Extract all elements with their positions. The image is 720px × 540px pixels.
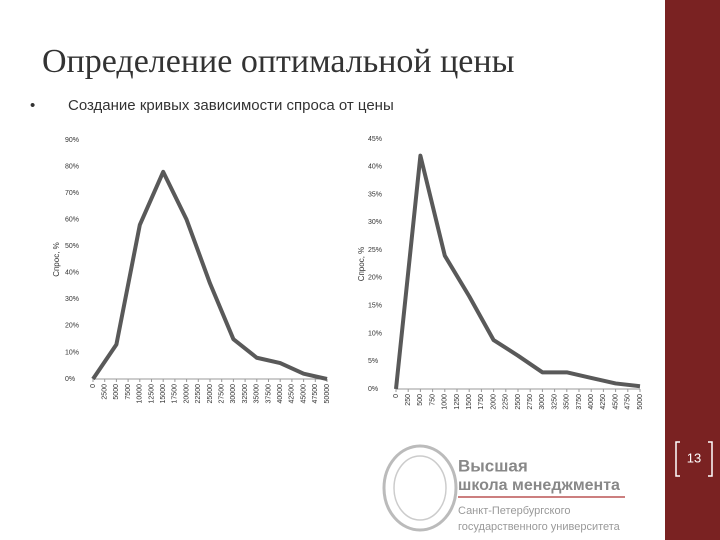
slide-title: Определение оптимальной цены bbox=[42, 43, 515, 80]
bullet-mark: • bbox=[30, 97, 35, 114]
logo-emblem-inner bbox=[393, 455, 447, 521]
x-tick-label: 0 bbox=[90, 384, 97, 388]
x-tick-label: 2750 bbox=[527, 394, 534, 410]
y-tick-label: 40% bbox=[368, 164, 382, 171]
x-tick-label: 250 bbox=[405, 394, 412, 406]
y-tick-label: 5% bbox=[368, 358, 378, 365]
y-tick-label: 15% bbox=[368, 303, 382, 310]
data-line bbox=[91, 169, 328, 381]
y-tick-label: 30% bbox=[65, 296, 79, 303]
logo-text: Санкт-Петербургского bbox=[458, 505, 570, 517]
x-tick-label: 10000 bbox=[137, 384, 144, 404]
side-bar bbox=[665, 0, 720, 540]
x-tick-label: 3250 bbox=[551, 394, 558, 410]
chart: Спрос, % 0% 5% 10% 15% 20% 25% 30% 35% 40% 45% 0 250… bbox=[357, 136, 644, 410]
x-tick-label: 25000 bbox=[207, 384, 214, 404]
x-tick-label: 45000 bbox=[300, 384, 307, 404]
logo-text: школа менеджмента bbox=[458, 477, 620, 494]
logo: Высшая школа менеджмента Санкт-Петербург… bbox=[382, 444, 625, 533]
x-tick-label: 3750 bbox=[576, 394, 583, 410]
x-tick-label: 40000 bbox=[277, 384, 284, 404]
x-tick-label: 5000 bbox=[113, 384, 120, 400]
y-tick-label: 20% bbox=[368, 275, 382, 282]
y-tick-label: 50% bbox=[65, 243, 79, 250]
y-axis-label: Спрос, % bbox=[52, 242, 61, 277]
x-tick-label: 37500 bbox=[265, 384, 272, 404]
x-tick-label: 0 bbox=[393, 394, 400, 398]
x-tick-label: 1000 bbox=[442, 394, 449, 410]
logo-emblem bbox=[382, 444, 458, 532]
x-tick-label: 47500 bbox=[312, 384, 319, 404]
x-tick-label: 4500 bbox=[612, 394, 619, 410]
x-tick-label: 17500 bbox=[172, 384, 179, 404]
x-tick-label: 2500 bbox=[515, 394, 522, 410]
y-tick-label: 10% bbox=[368, 330, 382, 337]
x-tick-label: 30000 bbox=[230, 384, 237, 404]
x-tick-label: 4000 bbox=[588, 394, 595, 410]
x-tick-label: 35000 bbox=[254, 384, 261, 404]
x-tick-label: 1500 bbox=[466, 394, 473, 410]
x-tick-label: 15000 bbox=[160, 384, 167, 404]
x-tick-label: 2000 bbox=[490, 394, 497, 410]
x-tick-label: 2500 bbox=[102, 384, 109, 400]
page-number: 13 bbox=[687, 450, 701, 465]
x-tick-label: 5000 bbox=[637, 394, 644, 410]
x-tick-label: 4750 bbox=[625, 394, 632, 410]
logo-text: государственного университета bbox=[458, 521, 621, 533]
y-tick-label: 80% bbox=[65, 163, 79, 170]
x-tick-label: 750 bbox=[429, 394, 436, 406]
y-tick-label: 70% bbox=[65, 190, 79, 197]
logo-text: Высшая bbox=[458, 456, 528, 475]
x-tick-label: 32500 bbox=[242, 384, 249, 404]
x-tick-label: 4250 bbox=[600, 394, 607, 410]
x-tick-label: 1250 bbox=[454, 394, 461, 410]
x-tick-label: 42500 bbox=[289, 384, 296, 404]
data-line bbox=[394, 153, 641, 390]
y-tick-label: 30% bbox=[368, 219, 382, 226]
y-tick-label: 25% bbox=[368, 247, 382, 254]
x-tick-label: 3500 bbox=[564, 394, 571, 410]
x-tick-label: 27500 bbox=[219, 384, 226, 404]
x-tick-label: 12500 bbox=[148, 384, 155, 404]
bullet-text: Создание кривых зависимости спроса от це… bbox=[68, 97, 394, 114]
y-axis-label: Спрос, % bbox=[357, 247, 366, 282]
page-number-frame bbox=[675, 441, 713, 477]
y-tick-label: 20% bbox=[65, 323, 79, 330]
x-tick-label: 50000 bbox=[324, 384, 331, 404]
x-tick-label: 500 bbox=[417, 394, 424, 406]
chart: Спрос, % 0% 10% 20% 30% 40% 50% 60% 70% 80% 90% 0 25… bbox=[52, 137, 331, 404]
y-tick-label: 40% bbox=[65, 270, 79, 277]
y-tick-label: 60% bbox=[65, 217, 79, 224]
x-tick-label: 3000 bbox=[539, 394, 546, 410]
y-tick-label: 45% bbox=[368, 136, 382, 143]
y-tick-label: 35% bbox=[368, 191, 382, 198]
x-tick-label: 2250 bbox=[503, 394, 510, 410]
x-tick-label: 22500 bbox=[195, 384, 202, 404]
x-tick-label: 1750 bbox=[478, 394, 485, 410]
y-tick-label: 0% bbox=[368, 386, 378, 393]
y-tick-label: 10% bbox=[65, 349, 79, 356]
x-tick-label: 20000 bbox=[183, 384, 190, 404]
y-tick-label: 90% bbox=[65, 137, 79, 144]
x-tick-label: 7500 bbox=[125, 384, 132, 400]
y-tick-label: 0% bbox=[65, 376, 75, 383]
